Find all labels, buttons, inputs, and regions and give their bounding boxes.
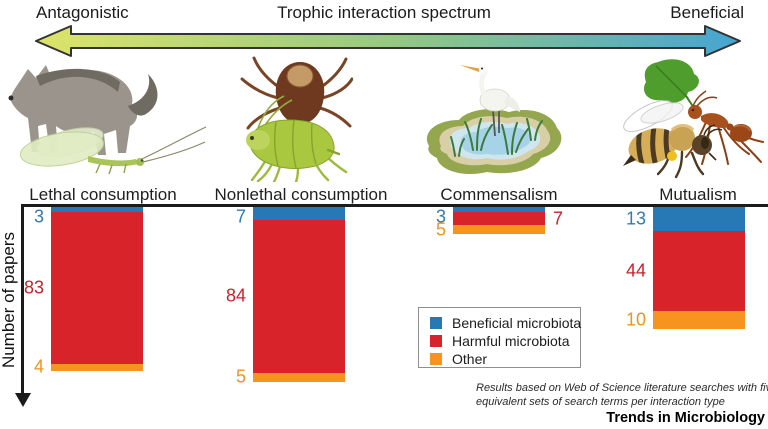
category-label-nonlethal: Nonlethal consumption [214, 185, 388, 204]
egret-in-pond-illustration [426, 65, 562, 175]
legend-item-other: Other [430, 350, 580, 367]
bar-value-label: 44 [625, 260, 646, 281]
footnote: Results based on Web of Science literatu… [476, 381, 768, 409]
bar-value-label: 83 [23, 277, 44, 298]
beneficial-swatch-icon [430, 316, 442, 329]
bar-segment [653, 207, 745, 231]
pond-grass-icon [450, 118, 543, 157]
aphid-icon [246, 95, 348, 182]
bar-segment [453, 212, 545, 226]
other-swatch-icon [430, 352, 442, 365]
legend-label: Harmful microbiota [452, 332, 570, 349]
bar-segment [51, 207, 143, 213]
spectrum-title: Trophic interaction spectrum [277, 3, 491, 22]
wolf-and-lacewing-illustration [8, 65, 207, 175]
bar-value-label: 7 [235, 206, 246, 227]
bar-segment [253, 219, 345, 373]
bee-icon [623, 100, 723, 179]
legend-item-harmful: Harmful microbiota [430, 332, 580, 349]
y-axis-line [21, 204, 24, 394]
spectrum-gradient-arrow-icon [35, 25, 741, 57]
egret-icon [460, 65, 520, 137]
bar-segment [253, 372, 345, 382]
footnote-line1: Results based on Web of Science literatu… [476, 382, 768, 394]
harmful-swatch-icon [430, 334, 442, 347]
category-label-mutualism: Mutualism [659, 185, 737, 204]
bar-value-label: 10 [625, 309, 646, 330]
bar-value-label: 5 [435, 219, 446, 240]
tick-on-aphid-illustration [240, 56, 353, 182]
footnote-line2: equivalent sets of search terms per inte… [476, 396, 725, 408]
bar-value-label: 84 [225, 285, 246, 306]
legend-label: Beneficial microbiota [452, 314, 582, 331]
y-axis-label: Number of papers [0, 231, 18, 369]
bar-segment [653, 230, 745, 311]
category-label-lethal: Lethal consumption [29, 185, 177, 204]
leaf-icon [643, 59, 699, 103]
bar-value-label: 7 [553, 208, 564, 229]
bar-value-label: 13 [625, 208, 646, 229]
journal-brand: Trends in Microbiology [606, 410, 765, 426]
bar-value-label: 3 [33, 206, 44, 227]
wolf-icon [10, 65, 138, 155]
beneficial-label: Beneficial [670, 3, 744, 22]
bar-segment [253, 207, 345, 220]
bar-segment [453, 207, 545, 213]
x-axis-line [22, 204, 768, 207]
category-label-commensalism: Commensalism [440, 185, 558, 204]
antagonistic-label: Antagonistic [36, 3, 129, 22]
y-axis-arrowhead-icon [14, 393, 31, 407]
bar-segment [51, 363, 143, 371]
bar-value-label: 5 [235, 366, 246, 387]
bar-value-label: 3 [435, 206, 446, 227]
bar-segment [653, 310, 745, 329]
ant-with-leaf-and-bee-illustration [623, 59, 764, 179]
chart-legend: Beneficial microbiota Harmful microbiota… [418, 307, 581, 368]
bar-value-label: 4 [33, 356, 44, 377]
bar-segment [51, 212, 143, 364]
legend-label: Other [452, 350, 488, 367]
bar-segment [453, 225, 545, 235]
legend-item-beneficial: Beneficial microbiota [430, 314, 582, 331]
